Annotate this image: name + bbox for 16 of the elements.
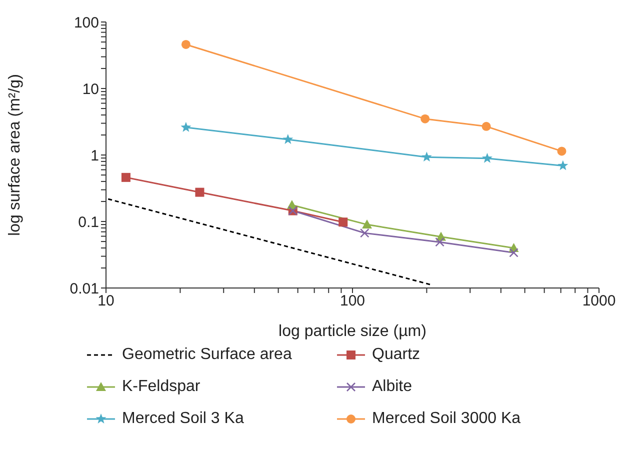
y-tick-label: 10 (82, 80, 99, 98)
y-axis-title: log surface area (m²/g) (6, 74, 24, 236)
legend-label: K-Feldspar (122, 378, 200, 396)
y-tick-label: 0.01 (70, 280, 99, 298)
y-tick-label: 0.1 (78, 214, 99, 231)
x-tick-label: 1000 (582, 292, 616, 310)
legend-label: Albite (372, 378, 412, 396)
legend-label: Merced Soil 3 Ka (122, 410, 244, 428)
legend-label: Geometric Surface area (122, 346, 292, 364)
y-tick-label: 100 (74, 14, 99, 32)
y-tick-label: 1 (90, 147, 99, 164)
legend-label: Merced Soil 3000 Ka (372, 410, 521, 428)
legend-label: Quartz (372, 346, 420, 364)
x-axis-title: log particle size (µm) (278, 323, 426, 340)
x-tick-label: 100 (340, 292, 366, 310)
x-tick-label: 10 (98, 292, 114, 310)
